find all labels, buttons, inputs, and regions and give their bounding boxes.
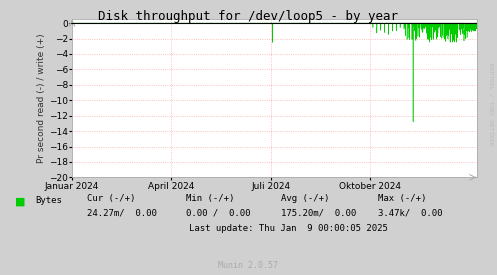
Text: Min (-/+): Min (-/+) <box>186 194 235 203</box>
Y-axis label: Pr second read (-) / write (+): Pr second read (-) / write (+) <box>37 34 46 163</box>
Text: ■: ■ <box>15 197 25 207</box>
Text: 3.47k/  0.00: 3.47k/ 0.00 <box>378 209 442 218</box>
Text: Cur (-/+): Cur (-/+) <box>87 194 135 203</box>
Text: Bytes: Bytes <box>35 196 62 205</box>
Text: RRDTOOL / TOBI OETIKER: RRDTOOL / TOBI OETIKER <box>489 63 494 146</box>
Text: Disk throughput for /dev/loop5 - by year: Disk throughput for /dev/loop5 - by year <box>98 10 399 23</box>
Text: Munin 2.0.57: Munin 2.0.57 <box>219 261 278 270</box>
Text: Max (-/+): Max (-/+) <box>378 194 426 203</box>
Text: 24.27m/  0.00: 24.27m/ 0.00 <box>87 209 157 218</box>
Text: 175.20m/  0.00: 175.20m/ 0.00 <box>281 209 356 218</box>
Text: Avg (-/+): Avg (-/+) <box>281 194 329 203</box>
Text: Last update: Thu Jan  9 00:00:05 2025: Last update: Thu Jan 9 00:00:05 2025 <box>189 224 388 233</box>
Text: 0.00 /  0.00: 0.00 / 0.00 <box>186 209 251 218</box>
